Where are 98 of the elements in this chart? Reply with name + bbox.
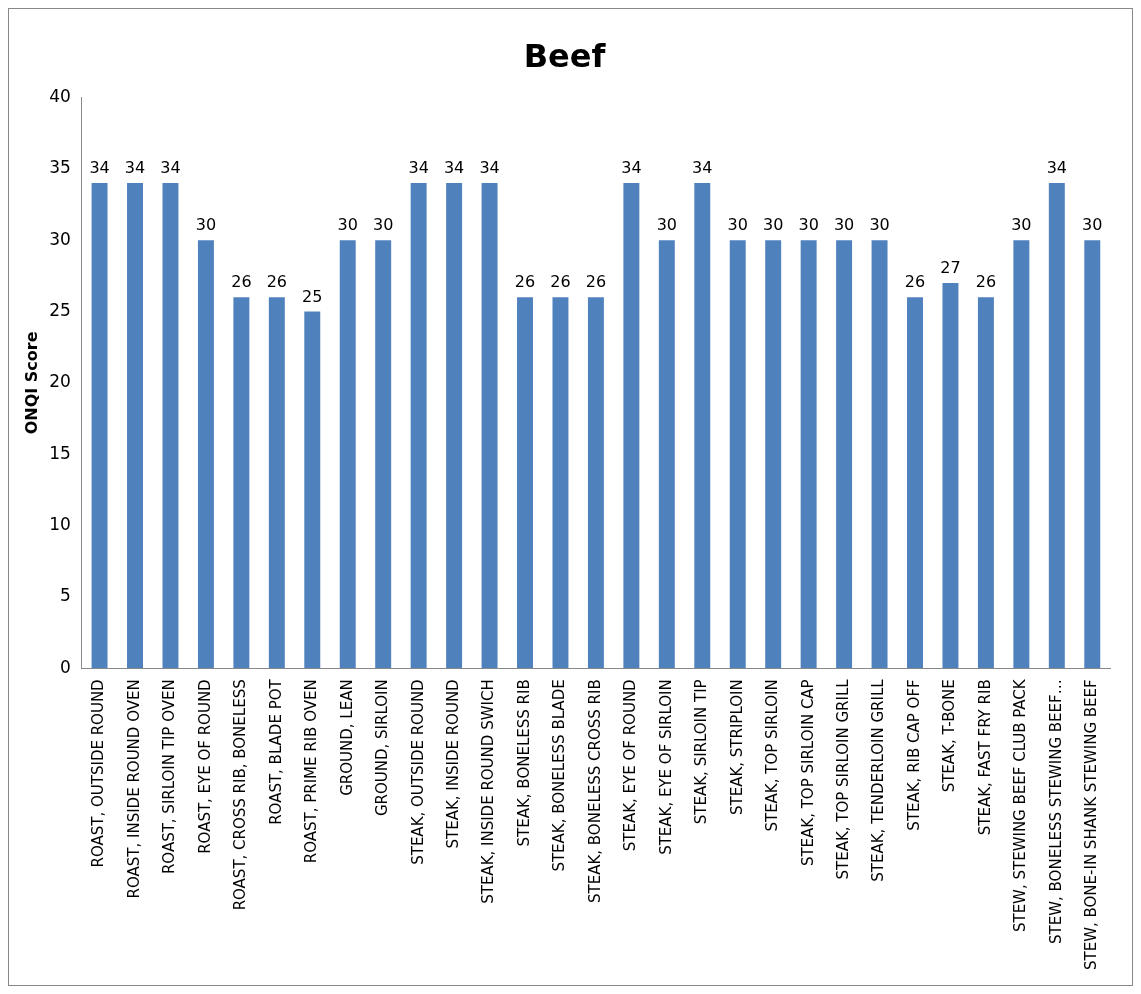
x-tick-label: STEW, BONELESS STEWING BEEF…	[1046, 679, 1065, 944]
y-tick-label: 35	[49, 157, 71, 178]
data-label: 26	[550, 272, 571, 292]
bar	[339, 240, 356, 669]
data-label: 34	[160, 158, 181, 178]
x-tick-label: ROAST, OUTSIDE ROUND	[89, 679, 108, 868]
y-tick-label: 25	[49, 299, 71, 320]
x-tick-label: STEAK, FAST FRY RIB	[975, 679, 994, 836]
x-tick-label: STEAK, SIRLOIN TIP	[692, 679, 711, 825]
data-label: 30	[1011, 215, 1032, 235]
data-label: 34	[124, 158, 146, 178]
bar	[127, 183, 143, 669]
x-tick-label: STEAK, EYE OF ROUND	[621, 679, 640, 852]
bar	[410, 183, 427, 669]
data-label: 30	[833, 215, 855, 235]
bar	[91, 183, 108, 669]
y-tick-label: 0	[60, 656, 71, 677]
bar	[1013, 240, 1030, 669]
data-label: 34	[408, 158, 429, 178]
x-tick-label: STEAK, T-BONE	[940, 679, 959, 793]
x-tick-label: STEAK, INSIDE ROUND SWICH	[479, 679, 498, 904]
data-label: 26	[514, 272, 536, 292]
x-tick-label: ROAST, PRIME RIB OVEN	[302, 679, 321, 864]
x-tick-label: STEAK, TOP SIRLOIN CAP	[798, 679, 817, 867]
data-label: 34	[1046, 158, 1067, 178]
x-tick-label: STEAK, RIB CAP OFF	[904, 679, 923, 831]
y-tick-label: 40	[49, 85, 71, 106]
data-label: 34	[89, 158, 110, 178]
data-label: 26	[904, 272, 926, 292]
data-label: 30	[1082, 215, 1103, 235]
x-tick-label: STEAK, BONELESS BLADE	[550, 679, 569, 872]
bar	[268, 297, 285, 669]
data-label: 30	[373, 215, 394, 235]
y-tick-label: 10	[49, 514, 71, 535]
bar	[197, 240, 214, 669]
bar	[233, 297, 250, 669]
x-tick-label: GROUND, LEAN	[337, 679, 356, 796]
x-tick-label: STEAK, TOP SIRLOIN GRILL	[833, 678, 852, 880]
bar	[304, 311, 321, 669]
bar	[907, 297, 923, 669]
y-tick-label: 20	[49, 371, 71, 392]
data-label: 26	[266, 272, 288, 292]
bar	[162, 183, 179, 669]
x-tick-label: STEW, BONE-IN SHANK STEWING BEEF	[1082, 679, 1101, 971]
data-label: 30	[869, 215, 890, 235]
x-tick-label: STEAK, TENDERLOIN GRILL	[869, 678, 888, 882]
bar	[836, 240, 853, 669]
bar	[800, 240, 817, 669]
chart-title: Beef	[523, 36, 607, 75]
bar	[694, 183, 711, 669]
bar	[552, 297, 569, 669]
y-tick-label: 5	[60, 585, 71, 606]
data-label: 30	[195, 215, 217, 235]
bar	[481, 183, 498, 669]
bar	[871, 240, 888, 669]
bar	[658, 240, 675, 669]
x-tick-label: ROAST, BLADE POT	[266, 678, 285, 825]
x-tick-label: ROAST, SIRLOIN TIP OVEN	[160, 679, 179, 875]
data-label: 34	[621, 158, 642, 178]
data-label: 34	[479, 158, 500, 178]
data-label: 26	[231, 272, 252, 292]
bar	[765, 240, 782, 669]
bar	[375, 240, 392, 669]
x-tick-label: STEAK, STRIPLOIN	[727, 679, 746, 815]
data-label: 26	[585, 272, 607, 292]
bar	[1048, 183, 1065, 669]
y-tick-label: 30	[49, 228, 71, 249]
data-label: 25	[302, 286, 323, 306]
bar	[446, 183, 463, 669]
y-axis-title: ONQI Score	[21, 331, 41, 435]
bar	[587, 297, 604, 669]
data-label: 30	[763, 215, 784, 235]
x-tick-label: STEAK, EYE OF SIRLOIN	[656, 679, 675, 855]
x-tick-label: GROUND, SIRLOIN	[373, 679, 392, 817]
x-tick-label: STEAK, OUTSIDE ROUND	[408, 679, 427, 865]
data-label: 34	[692, 158, 713, 178]
x-tick-label: ROAST, EYE OF ROUND	[195, 679, 214, 854]
bar	[977, 297, 994, 669]
x-tick-label: STEAK, BONELESS RIB	[514, 679, 533, 847]
bar	[623, 183, 640, 669]
data-label: 26	[975, 272, 997, 292]
x-tick-label: ROAST, CROSS RIB, BONELESS	[231, 679, 250, 911]
data-label: 30	[656, 215, 677, 235]
data-label: 27	[940, 258, 961, 278]
x-tick-label: STEAK, INSIDE ROUND	[443, 679, 462, 849]
bar	[1084, 240, 1101, 669]
bar	[942, 282, 959, 669]
x-tick-label: STEAK, BONELESS CROSS RIB	[585, 679, 604, 903]
bar	[517, 297, 533, 669]
data-label: 30	[337, 215, 358, 235]
data-label: 34	[443, 158, 465, 178]
x-tick-label: ROAST, INSIDE ROUND OVEN	[124, 679, 143, 899]
data-label: 30	[727, 215, 748, 235]
x-tick-label: STEW, STEWING BEEF CLUB PACK	[1011, 678, 1030, 933]
x-tick-label: STEAK, TOP SIRLOIN	[763, 679, 782, 832]
data-label: 30	[798, 215, 819, 235]
bar	[729, 240, 746, 669]
y-tick-label: 15	[49, 442, 71, 463]
